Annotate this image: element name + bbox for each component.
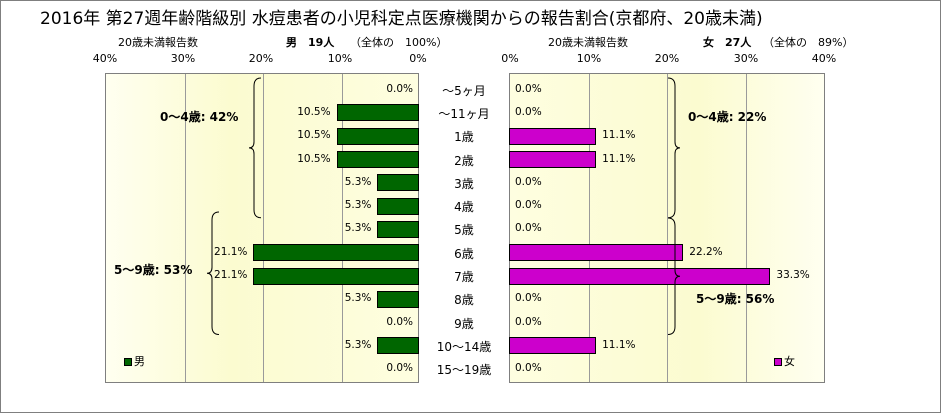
gridline xyxy=(588,74,590,382)
female-bar xyxy=(509,267,771,285)
female-bar xyxy=(509,151,597,169)
female-group-label: 5～9歳: 56% xyxy=(696,292,775,307)
male-value-label: 10.5% xyxy=(297,105,331,118)
male-value-label: 0.0% xyxy=(386,82,413,95)
male-bar xyxy=(377,174,419,192)
male-group-label: 5～9歳: 53% xyxy=(114,263,193,278)
female-bar xyxy=(509,244,684,262)
category-label: ～5ヶ月 xyxy=(442,83,486,98)
female-legend-label: 女 xyxy=(784,355,795,368)
male-value-label: 10.5% xyxy=(297,129,331,142)
chart-title: 2016年 第27週年齢階級別 水痘患者の小児科定点医療機関からの報告割合(京都… xyxy=(40,9,763,29)
group-brace xyxy=(248,77,262,219)
group-brace xyxy=(667,217,681,335)
male-axis-label: 20歳未満報告数 xyxy=(118,36,198,49)
tick-label: 30% xyxy=(170,52,196,65)
female-value-label: 0.0% xyxy=(515,362,542,375)
male-value-label: 5.3% xyxy=(344,175,372,188)
female-value-label: 11.1% xyxy=(602,152,636,165)
tick-label: 10% xyxy=(327,52,353,65)
female-legend-swatch xyxy=(774,358,782,366)
category-label: 5歳 xyxy=(454,223,474,238)
female-legend: 女 xyxy=(774,353,795,369)
male-value-label: 5.3% xyxy=(344,199,372,212)
female-value-label: 0.0% xyxy=(515,175,542,188)
male-bar xyxy=(377,290,419,308)
male-value-label: 0.0% xyxy=(386,362,413,375)
female-header-count: 女 27人 xyxy=(703,36,752,49)
category-label: 15～19歳 xyxy=(436,363,492,378)
gridline xyxy=(745,74,747,382)
tick-label: 10% xyxy=(576,52,602,65)
group-brace xyxy=(667,77,681,219)
female-plot-area xyxy=(509,73,825,383)
male-legend: 男 xyxy=(124,353,145,369)
female-value-label: 0.0% xyxy=(515,105,542,118)
tick-label: 0% xyxy=(501,52,519,65)
male-header-note: （全体の 100%） xyxy=(350,36,448,49)
male-header-count: 男 19人 xyxy=(286,36,335,49)
male-legend-label: 男 xyxy=(134,355,145,368)
category-label: 7歳 xyxy=(454,270,474,285)
male-bar xyxy=(377,220,419,238)
male-bar xyxy=(336,127,419,145)
male-bar xyxy=(253,244,419,262)
gridline xyxy=(263,74,264,382)
group-brace xyxy=(206,211,220,335)
category-label: 8歳 xyxy=(454,293,474,308)
category-label: 9歳 xyxy=(454,316,474,331)
male-bar xyxy=(253,267,419,285)
female-value-label: 11.1% xyxy=(602,129,636,142)
category-label: 2歳 xyxy=(454,153,474,168)
female-value-label: 0.0% xyxy=(515,222,542,235)
male-value-label: 5.3% xyxy=(344,292,372,305)
category-label: 10～14歳 xyxy=(436,339,492,354)
tick-label: 40% xyxy=(92,52,118,65)
female-header: 女 27人 xyxy=(703,34,751,50)
female-axis-label: 20歳未満報告数 xyxy=(548,36,628,49)
male-bar xyxy=(336,151,419,169)
male-value-label: 21.1% xyxy=(214,269,248,282)
male-value-label: 5.3% xyxy=(344,222,372,235)
category-label: 6歳 xyxy=(454,246,474,261)
male-bar xyxy=(336,104,419,122)
tick-label: 40% xyxy=(811,52,837,65)
male-value-label: 10.5% xyxy=(297,152,331,165)
male-header: 男 19人 xyxy=(286,34,334,50)
female-header-note: （全体の 89%） xyxy=(763,36,854,49)
gridline xyxy=(341,74,343,382)
category-label: 3歳 xyxy=(454,176,474,191)
female-value-label: 0.0% xyxy=(515,82,542,95)
male-value-label: 0.0% xyxy=(386,315,413,328)
female-bar xyxy=(509,337,597,355)
male-plot-area xyxy=(105,73,419,383)
tick-label: 30% xyxy=(733,52,759,65)
female-value-label: 0.0% xyxy=(515,292,542,305)
male-bar xyxy=(377,337,419,355)
male-legend-swatch xyxy=(124,358,132,366)
male-value-label: 5.3% xyxy=(344,338,372,351)
female-value-label: 33.3% xyxy=(776,269,810,282)
gridline xyxy=(184,74,186,382)
tick-label: 20% xyxy=(654,52,680,65)
category-label: 1歳 xyxy=(454,130,474,145)
female-value-label: 0.0% xyxy=(515,315,542,328)
female-value-label: 22.2% xyxy=(689,245,723,258)
male-group-label: 0～4歳: 42% xyxy=(160,109,239,124)
female-value-label: 0.0% xyxy=(515,199,542,212)
category-label: 4歳 xyxy=(454,200,474,215)
female-bar xyxy=(509,127,597,145)
female-value-label: 11.1% xyxy=(602,338,636,351)
tick-label: 0% xyxy=(409,52,427,65)
category-label: ～11ヶ月 xyxy=(438,106,490,121)
male-bar xyxy=(377,197,419,215)
female-group-label: 0～4歳: 22% xyxy=(688,109,767,124)
tick-label: 20% xyxy=(248,52,274,65)
gridline xyxy=(667,74,668,382)
male-value-label: 21.1% xyxy=(214,245,248,258)
